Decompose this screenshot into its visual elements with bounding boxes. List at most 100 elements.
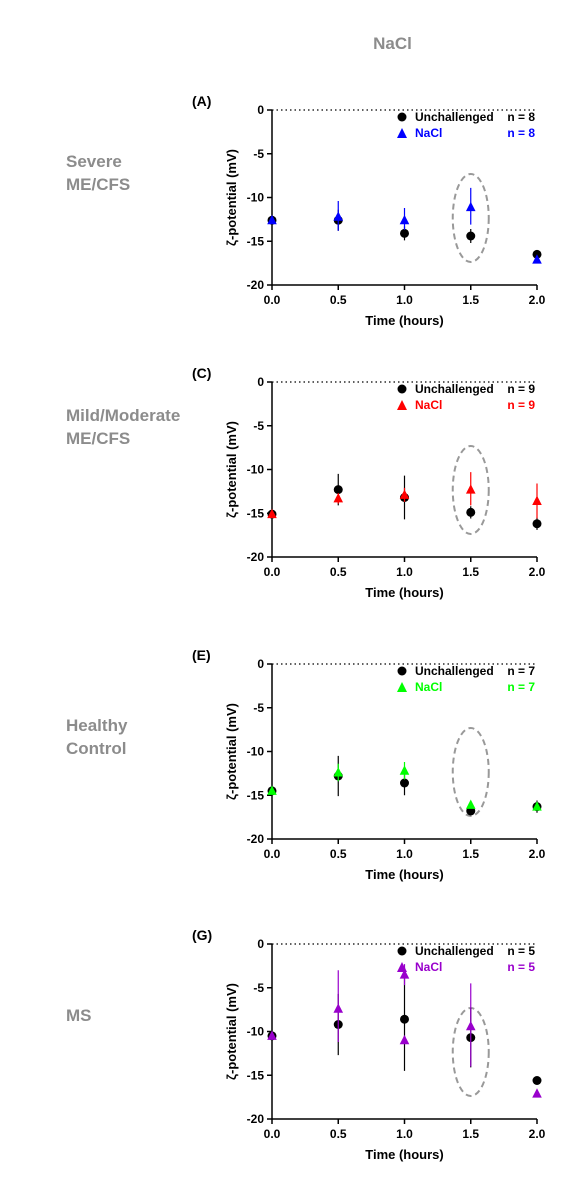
y-tick-label: -10 <box>247 1025 265 1039</box>
legend-n-label: n = 5 <box>507 944 535 958</box>
x-axis-title: Time (hours) <box>365 313 444 328</box>
y-tick-label: -5 <box>253 981 264 995</box>
data-point-nacl <box>267 1030 277 1040</box>
legend-entry-nacl: NaCl <box>415 680 442 694</box>
data-point-unchallenged <box>532 1076 542 1085</box>
x-axis-title: Time (hours) <box>365 1147 444 1162</box>
row-label-e: Healthy Control <box>66 716 128 758</box>
legend-entry-nacl: NaCl <box>415 126 442 140</box>
x-tick-label: 1.5 <box>462 847 479 861</box>
highlight-ellipse <box>451 445 490 535</box>
data-point-nacl <box>267 508 277 519</box>
y-tick-label: 0 <box>257 657 264 671</box>
legend-marker-nacl <box>397 128 407 138</box>
x-tick-label: 0.5 <box>330 565 347 579</box>
legend-n-label: n = 9 <box>507 398 535 412</box>
legend-entry-nacl: NaCl <box>415 398 442 412</box>
chart-panel-e: (E) 0 -5 -10 -15 -200.0 0.5 1.0 1.5 2.0 Time (hour… <box>192 647 546 882</box>
data-point-unchallenged <box>400 1014 409 1024</box>
chart-panel-g: (G) 0 -5 -10 -15 -200.0 0.5 1.0 1.5 2.0 Time (hour… <box>192 927 546 1162</box>
panel-label: (A) <box>192 93 211 109</box>
x-tick-label: 2.0 <box>529 847 546 861</box>
row-label-a: Severe ME/CFS <box>66 152 131 194</box>
y-tick-label: -10 <box>247 191 265 205</box>
x-tick-label: 1.5 <box>462 293 479 307</box>
y-tick-label: 0 <box>257 937 264 951</box>
figure-title-text: NaCl <box>373 34 412 53</box>
legend-n-label: n = 9 <box>507 382 535 396</box>
x-tick-label: 2.0 <box>529 1127 546 1141</box>
data-point-unchallenged <box>466 231 476 241</box>
legend-entry-unchallenged: Unchallenged <box>415 664 494 678</box>
legend-entry-unchallenged: Unchallenged <box>415 110 494 124</box>
y-tick-label: -15 <box>247 788 265 802</box>
data-point-nacl <box>267 214 277 225</box>
legend-marker-unchallenged <box>397 666 407 676</box>
legend-marker-nacl <box>397 962 407 972</box>
data-point-nacl <box>267 785 277 795</box>
data-point-nacl <box>532 495 542 506</box>
data-point-nacl <box>399 969 410 979</box>
chart-panel-a: (A) 0 -5 -10 -15 -200.0 0.5 1.0 1.5 2.0 Time (hour… <box>192 93 546 328</box>
data-point-nacl <box>399 489 410 499</box>
data-point-nacl <box>465 201 476 212</box>
data-point-nacl <box>465 1020 476 1031</box>
y-tick-label: -5 <box>253 419 264 433</box>
highlight-ellipse <box>451 727 490 817</box>
x-tick-label: 0.0 <box>264 565 281 579</box>
data-point-nacl <box>333 492 344 503</box>
legend-marker-unchallenged <box>397 946 407 956</box>
data-point-nacl <box>399 1034 410 1045</box>
data-point-unchallenged <box>400 228 409 238</box>
data-point-nacl <box>532 254 542 264</box>
y-tick-label: -20 <box>247 278 265 292</box>
panel-label: (G) <box>192 927 212 943</box>
legend-entry-unchallenged: Unchallenged <box>415 944 494 958</box>
y-tick-label: -10 <box>247 745 265 759</box>
legend-marker-unchallenged <box>397 384 407 394</box>
data-point-nacl <box>532 801 542 811</box>
legend-entry-unchallenged: Unchallenged <box>415 382 494 396</box>
legend-n-label: n = 8 <box>507 110 535 124</box>
y-tick-label: -10 <box>247 463 265 477</box>
y-tick-label: 0 <box>257 375 264 389</box>
y-tick-label: -5 <box>253 701 264 715</box>
legend-marker-nacl <box>397 400 407 410</box>
x-tick-label: 1.0 <box>396 293 413 307</box>
data-point-nacl <box>532 1088 542 1098</box>
legend-n-label: n = 7 <box>507 680 535 694</box>
data-point-nacl <box>333 767 344 777</box>
y-tick-label: -5 <box>253 147 264 161</box>
x-tick-label: 1.5 <box>462 565 479 579</box>
data-point-nacl <box>399 214 410 225</box>
legend-marker-unchallenged <box>397 112 407 122</box>
legend-n-label: n = 5 <box>507 960 535 974</box>
x-tick-label: 1.0 <box>396 847 413 861</box>
x-tick-label: 2.0 <box>529 293 546 307</box>
y-tick-label: -15 <box>247 506 265 520</box>
y-tick-label: -20 <box>247 832 265 846</box>
y-tick-label: -20 <box>247 550 265 564</box>
x-tick-label: 1.5 <box>462 1127 479 1141</box>
data-point-nacl <box>465 484 476 494</box>
y-tick-label: -15 <box>247 234 265 248</box>
data-point-nacl <box>333 211 344 221</box>
data-point-unchallenged <box>532 519 542 529</box>
x-tick-label: 0.5 <box>330 293 347 307</box>
x-tick-label: 0.0 <box>264 293 281 307</box>
data-point-nacl <box>465 799 476 809</box>
panel-label: (C) <box>192 365 211 381</box>
figure-title: NaCl <box>0 34 585 54</box>
data-point-nacl <box>399 765 410 775</box>
x-tick-label: 0.5 <box>330 1127 347 1141</box>
y-axis-title: ζ-potential (mV) <box>224 703 239 800</box>
y-tick-label: -15 <box>247 1068 265 1082</box>
x-tick-label: 1.0 <box>396 565 413 579</box>
legend-n-label: n = 8 <box>507 126 535 140</box>
row-label-g: MS <box>66 1006 92 1025</box>
x-tick-label: 0.0 <box>264 1127 281 1141</box>
x-tick-label: 1.0 <box>396 1127 413 1141</box>
data-point-unchallenged <box>466 507 476 517</box>
row-label-c: Mild/Moderate ME/CFS <box>66 406 181 448</box>
highlight-ellipse <box>451 173 490 263</box>
